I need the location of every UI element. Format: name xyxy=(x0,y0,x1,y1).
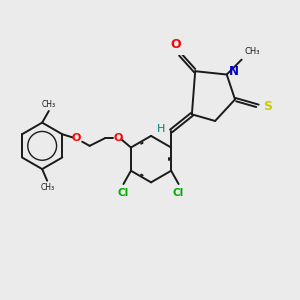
Text: CH₃: CH₃ xyxy=(41,183,55,192)
Text: CH₃: CH₃ xyxy=(42,100,56,109)
Text: S: S xyxy=(263,100,272,112)
Text: Cl: Cl xyxy=(118,188,129,198)
Text: Cl: Cl xyxy=(173,188,184,198)
Text: O: O xyxy=(113,133,122,142)
Text: N: N xyxy=(229,65,239,78)
Text: O: O xyxy=(171,38,182,51)
Text: O: O xyxy=(72,133,81,142)
Text: CH₃: CH₃ xyxy=(245,47,260,56)
Text: H: H xyxy=(157,124,165,134)
